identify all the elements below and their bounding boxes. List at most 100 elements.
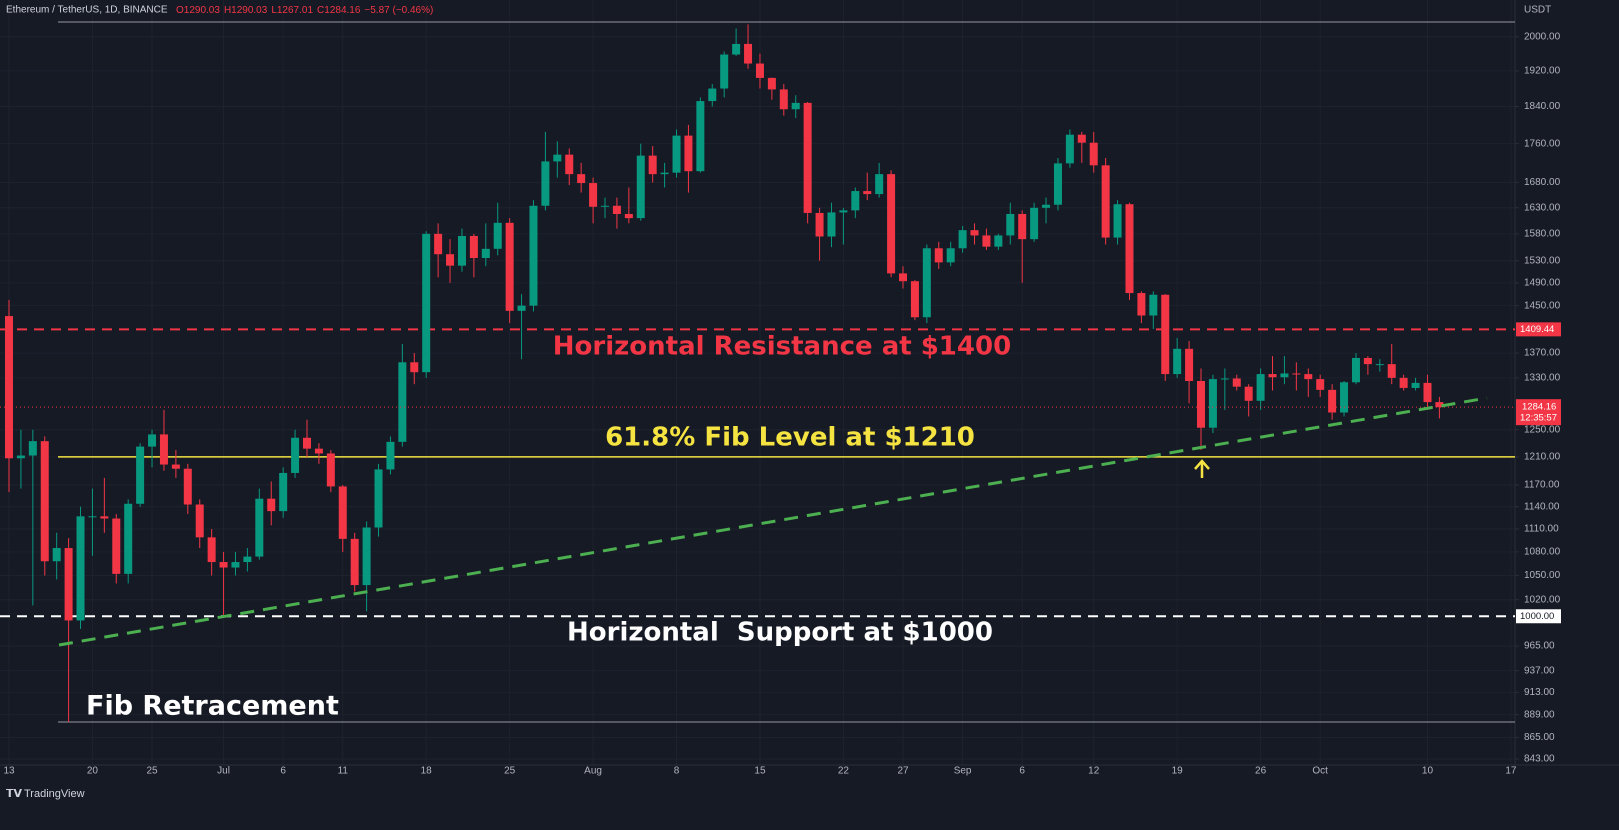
candle-body: [422, 233, 431, 373]
candle-body: [1149, 294, 1158, 316]
candle-body: [16, 455, 25, 459]
candle-body: [1161, 294, 1170, 375]
candle-body: [1328, 389, 1337, 413]
candle-body: [684, 135, 693, 172]
legend-value: −5.87 (−0.46%): [364, 5, 433, 16]
candle-body: [1351, 357, 1360, 383]
candle-body: [5, 316, 13, 459]
x-tick-label: Sep: [954, 766, 972, 777]
x-tick-label: 6: [280, 766, 286, 777]
candle-body: [1053, 163, 1062, 205]
candle-body: [159, 434, 168, 465]
candle-body: [76, 516, 85, 621]
x-tick-label: Jul: [217, 766, 230, 777]
candle-body: [1411, 382, 1420, 388]
candle-body: [28, 441, 37, 456]
candle-body: [1208, 379, 1217, 428]
candle-body: [136, 446, 145, 504]
candle-body: [219, 562, 228, 568]
levels: [0, 328, 1515, 618]
candle-body: [803, 102, 812, 213]
symbol: Ethereum / TetherUS, 1D, BINANCE: [6, 5, 168, 16]
y-tick-label: 913.00: [1524, 687, 1555, 698]
candle-body: [1220, 378, 1229, 380]
candle-body: [636, 155, 645, 219]
candle-body: [1387, 364, 1396, 378]
x-tick-label: 25: [504, 766, 516, 777]
y-tick-label: 1490.00: [1524, 278, 1561, 289]
candle-body: [1399, 377, 1408, 388]
annotation: Fib Retracement: [86, 691, 339, 722]
candle-body: [100, 516, 109, 519]
candle-body: [1316, 379, 1325, 390]
legend-value: C1284.16: [317, 5, 361, 16]
candle-body: [708, 88, 717, 102]
y-tick-label: 937.00: [1524, 665, 1555, 676]
y-tick-label: 2000.00: [1524, 31, 1561, 42]
candle-body: [899, 273, 907, 282]
y-tick-label: 1920.00: [1524, 66, 1561, 77]
candle-body: [231, 562, 240, 568]
candle-body: [493, 222, 502, 249]
candle-body: [672, 135, 681, 173]
candle-body: [362, 527, 371, 586]
brand: TradingView: [24, 788, 85, 800]
candle-body: [1101, 165, 1110, 238]
candle-body: [1232, 378, 1241, 387]
candle-body: [1077, 134, 1086, 143]
candle-body: [732, 43, 741, 55]
candle-body: [767, 77, 776, 90]
last-price-label: 1284.16: [1522, 402, 1556, 413]
candle-body: [279, 472, 288, 512]
candle-body: [589, 183, 598, 207]
candle-body: [887, 174, 896, 274]
candle-body: [565, 154, 574, 175]
candle-body: [1113, 204, 1122, 238]
y-tick-label: 843.00: [1524, 754, 1555, 765]
candle-body: [481, 248, 490, 259]
candle-body: [1030, 207, 1039, 240]
candle-body: [553, 154, 562, 162]
countdown: 12:35:57: [1520, 413, 1557, 424]
annotation: Horizontal Resistance at $1400: [553, 332, 1011, 362]
candle-body: [446, 254, 455, 266]
candle-body: [601, 205, 609, 207]
candle-body: [52, 548, 61, 562]
candle-body: [410, 362, 419, 373]
candle-body: [1173, 348, 1182, 375]
candle-body: [958, 230, 967, 249]
x-tick-label: Oct: [1312, 766, 1328, 777]
candle-body: [1435, 402, 1444, 408]
y-tick-label: 1450.00: [1524, 300, 1561, 311]
candle-body: [910, 281, 919, 318]
candle-body: [660, 172, 669, 175]
y-tick-label: 889.00: [1524, 709, 1555, 720]
x-tick-label: 11: [338, 766, 349, 777]
candle-body: [1268, 374, 1277, 378]
candle-body: [1304, 374, 1313, 380]
candle-body: [1363, 357, 1372, 365]
x-tick-label: 22: [838, 766, 850, 777]
annotation: 61.8% Fib Level at $1210: [605, 423, 975, 453]
candle-body: [851, 191, 860, 211]
candle-body: [1042, 204, 1051, 208]
candle-body: [1340, 382, 1349, 413]
x-tick-label: 18: [421, 766, 433, 777]
candle-body: [255, 498, 264, 557]
brand-logo: 𝗧𝗩: [6, 788, 23, 800]
y-tick-label: 1210.00: [1524, 452, 1561, 463]
candle-body: [1018, 213, 1027, 240]
candle-body: [398, 362, 407, 442]
candle-body: [875, 174, 884, 195]
candle-body: [612, 205, 621, 214]
x-tick-label: 6: [1019, 766, 1025, 777]
candle-body: [1280, 373, 1289, 378]
candle-body: [505, 222, 514, 311]
candle-body: [183, 468, 192, 505]
candle-body: [815, 212, 824, 237]
x-tick-label: 20: [87, 766, 99, 777]
y-tick-label: 1110.00: [1524, 524, 1559, 535]
legend-value: O1290.03: [176, 5, 220, 16]
candle-body: [1244, 386, 1253, 401]
